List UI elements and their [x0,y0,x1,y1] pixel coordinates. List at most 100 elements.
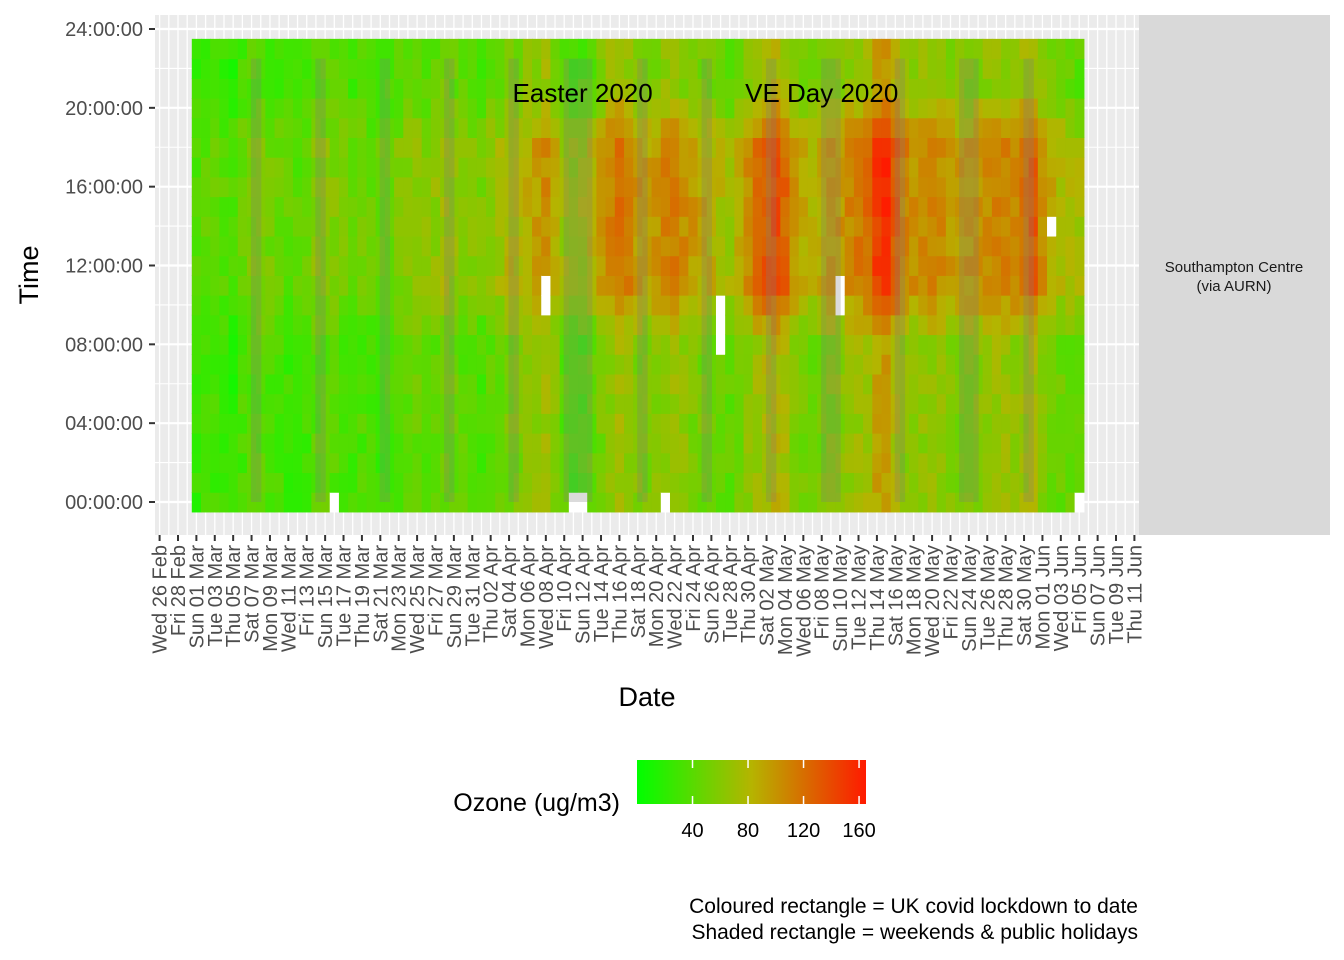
heat-cell [302,314,312,336]
heat-cell [633,38,644,60]
heat-cell [936,97,947,119]
heat-cell [458,137,469,158]
heat-cell [495,295,506,316]
heat-cell [237,58,248,79]
heat-cell [624,235,634,257]
heat-cell [973,117,984,138]
heat-cell [853,216,864,237]
heat-cell [1047,275,1057,296]
heat-cell [1001,334,1011,355]
heat-cell [761,38,772,60]
heat-cell [863,58,873,79]
heat-cell [440,413,450,434]
heat-cell [881,176,892,198]
heat-cell [210,433,220,454]
heat-cell [1065,492,1076,513]
heat-cell [256,275,266,296]
heat-cell [541,433,552,454]
heat-cell [1065,472,1076,493]
heat-cell [1056,393,1067,414]
heat-cell [807,393,818,414]
heat-cell [375,176,386,198]
heat-cell [633,492,644,513]
heat-cell [817,452,827,474]
heat-cell [366,216,377,237]
heat-cell [679,295,689,316]
heat-cell [1010,38,1021,60]
heat-cell [467,314,478,336]
heat-cell [458,433,469,454]
heat-cell [200,176,211,198]
heat-cell [826,433,837,454]
heat-cell [624,373,634,395]
heat-cell [486,373,496,395]
heat-cell [421,78,432,99]
heat-cell [835,78,846,99]
heat-cell [844,354,855,375]
heat-cell [725,157,735,178]
heat-cell [440,117,450,138]
heat-cell [486,157,496,178]
heat-cell [752,196,763,217]
heat-cell [899,314,910,336]
heat-cell [246,255,257,276]
heat-cell [467,492,478,513]
heat-cell [467,354,478,375]
heat-cell [596,354,607,375]
heat-cell [945,354,956,375]
heat-cell [228,58,239,79]
heat-cell [651,235,662,257]
heat-cell [476,157,487,178]
y-tick-label: 12:00:00 [65,256,143,278]
heat-cell [559,492,570,513]
heat-cell [660,334,671,355]
heat-cell [973,196,984,217]
heat-cell [210,137,220,158]
heat-cell [789,78,800,99]
heat-cell [302,472,312,493]
heat-cell [715,137,726,158]
heat-cell [1037,452,1048,474]
heat-cell [688,117,699,138]
heat-cell [633,235,644,257]
heat-cell [964,354,975,375]
heat-cell [338,433,349,454]
heat-cell [596,452,607,474]
heat-cell [945,58,956,79]
heat-cell [476,373,487,395]
heat-cell [991,235,1002,257]
heat-cell [467,275,478,296]
heat-cell [771,255,781,276]
heat-cell [550,492,561,513]
heat-cell [725,492,735,513]
heat-cell [872,373,883,395]
heat-cell [605,38,616,60]
heat-cell [945,275,956,296]
heat-cell [688,255,699,276]
heat-cell [256,354,266,375]
heat-cell [495,117,506,138]
heat-cell [1047,235,1057,257]
heat-cell [1056,295,1067,316]
heat-cell [513,235,524,257]
heat-cell [890,255,901,276]
heat-cell [715,235,726,257]
heat-cell [348,393,358,414]
heat-cell [467,38,478,60]
heat-cell [320,393,331,414]
heat-cell [384,472,395,493]
heat-cell [1019,452,1030,474]
heat-cell [973,78,984,99]
heat-cell [1047,413,1057,434]
heat-cell [780,275,791,296]
heat-cell [872,452,883,474]
heat-cell [679,58,689,79]
heat-cell [1001,235,1011,257]
heat-cell [458,295,469,316]
heat-cell [624,413,634,434]
heat-cell [798,393,809,414]
heat-cell [210,275,220,296]
heat-cell [210,38,220,60]
heat-cell [642,137,653,158]
x-tick-label: Mon 18 May [904,545,926,655]
